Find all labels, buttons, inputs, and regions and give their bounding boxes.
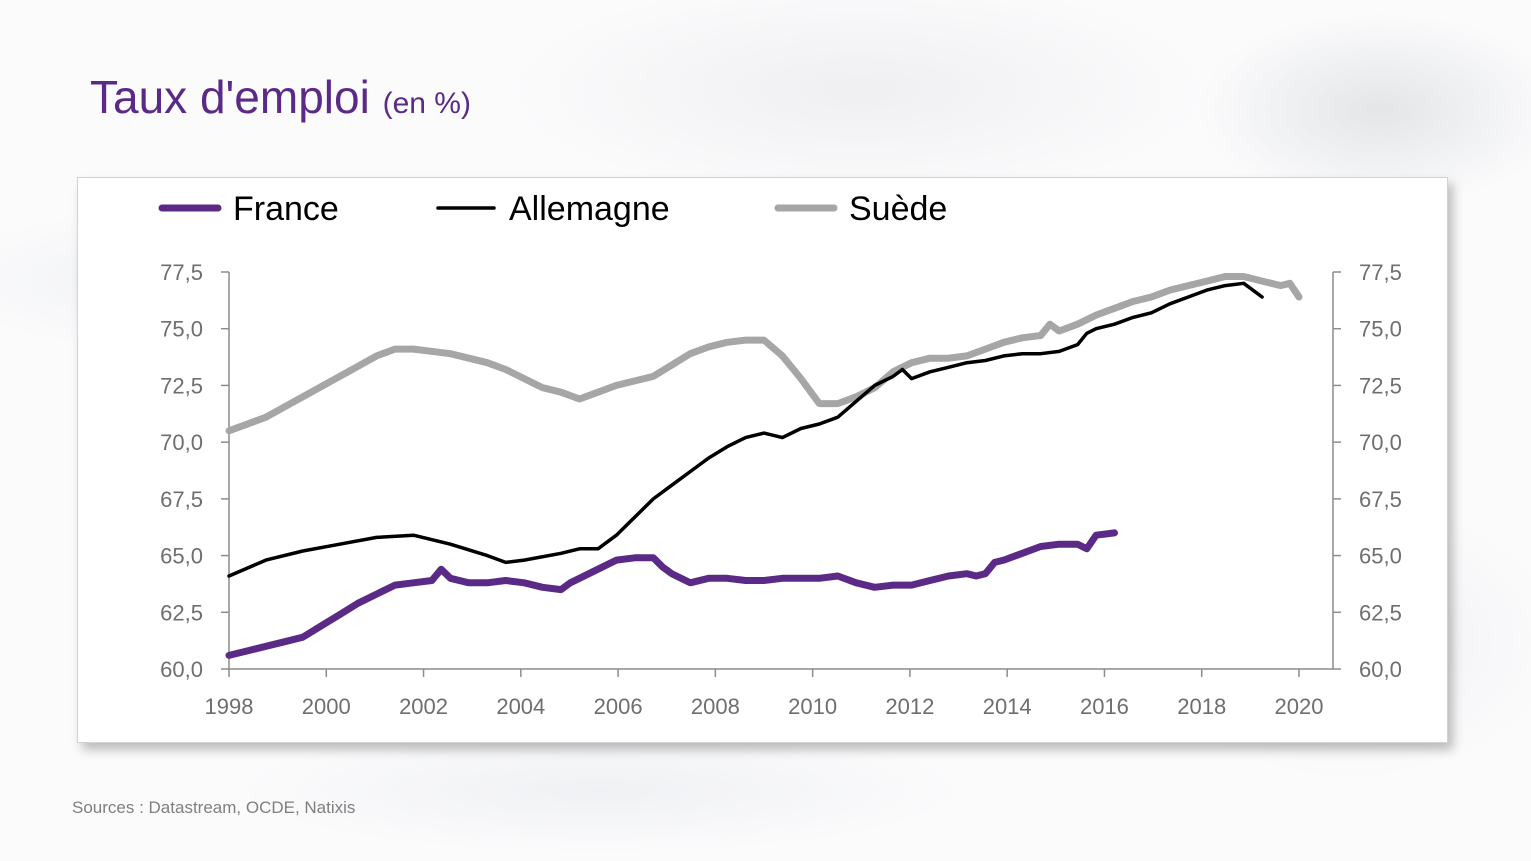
legend-label-france: France (233, 190, 339, 228)
x-tick-label: 2006 (594, 694, 643, 719)
y-tick-label-right: 60,0 (1359, 657, 1402, 682)
title-main: Taux d'emploi (90, 71, 370, 123)
y-tick-label-left: 72,5 (160, 373, 203, 398)
x-tick-label: 2020 (1275, 694, 1324, 719)
y-tick-label-right: 67,5 (1359, 487, 1402, 512)
y-tick-label-left: 65,0 (160, 544, 203, 569)
y-tick-label-right: 70,0 (1359, 430, 1402, 455)
legend-label-suede: Suède (849, 190, 947, 228)
y-tick-label-left: 67,5 (160, 487, 203, 512)
y-tick-label-left: 75,0 (160, 317, 203, 342)
series-line-allemagne (227, 281, 1264, 578)
y-tick-label-right: 65,0 (1359, 544, 1402, 569)
y-tick-label-right: 72,5 (1359, 373, 1402, 398)
x-tick-label: 1998 (205, 694, 254, 719)
x-tick-label: 2014 (983, 694, 1032, 719)
page-title: Taux d'emploi (en %) (90, 70, 471, 124)
y-tick-label-left: 60,0 (160, 657, 203, 682)
x-tick-label: 2016 (1080, 694, 1129, 719)
employment-rate-chart: 60,0 60,0 62,5 62,5 65,0 65,0 67,5 67,5 70,0 70,0… (158, 190, 1402, 719)
y-tick-label-left: 77,5 (160, 260, 203, 285)
source-note: Sources : Datastream, OCDE, Natixis (72, 798, 356, 817)
x-tick-label: 2008 (691, 694, 740, 719)
x-tick-label: 2010 (788, 694, 837, 719)
y-tick-label-right: 77,5 (1359, 260, 1402, 285)
x-tick-label: 2000 (302, 694, 351, 719)
chart-panel: 60,0 60,0 62,5 62,5 65,0 65,0 67,5 67,5 70,0 70,0… (77, 177, 1448, 743)
x-tick-label: 2012 (885, 694, 934, 719)
title-unit: (en %) (382, 87, 471, 120)
y-tick-label-left: 62,5 (160, 600, 203, 625)
legend-label-allemagne: Allemagne (509, 190, 670, 228)
series-line-suede (225, 273, 1303, 435)
series-line-france (225, 529, 1118, 659)
x-tick-label: 2018 (1177, 694, 1226, 719)
y-tick-label-right: 75,0 (1359, 317, 1402, 342)
y-tick-label-left: 70,0 (160, 430, 203, 455)
x-tick-label: 2004 (496, 694, 545, 719)
x-tick-label: 2002 (399, 694, 448, 719)
y-tick-label-right: 62,5 (1359, 600, 1402, 625)
